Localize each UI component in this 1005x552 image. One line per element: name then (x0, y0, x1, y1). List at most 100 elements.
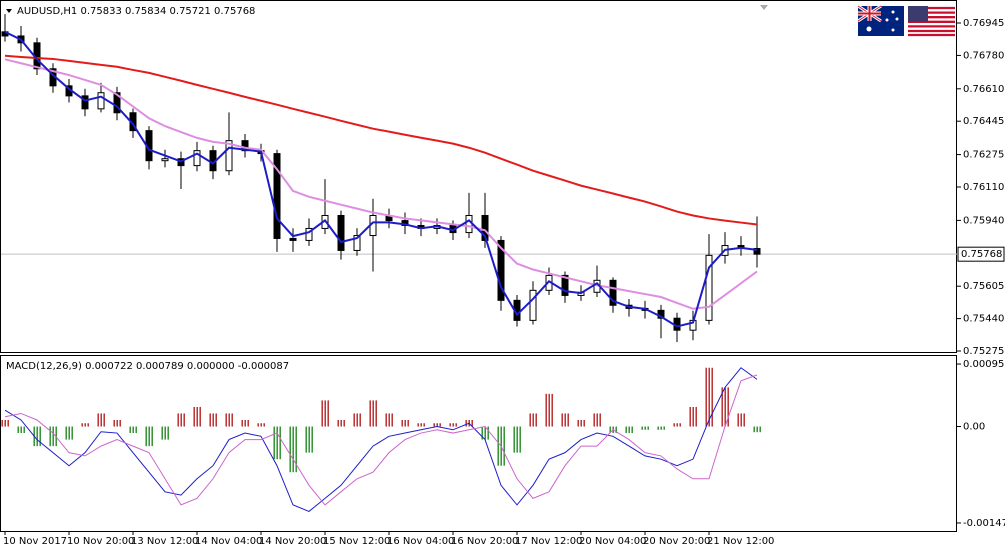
histogram-bar (535, 413, 537, 427)
current-price-label: 0.75768 (961, 249, 1002, 260)
histogram-bar (596, 413, 598, 427)
histogram-bar (148, 426, 150, 447)
histogram-bar (465, 419, 467, 427)
histogram-bar (727, 387, 729, 427)
histogram-bar (737, 413, 739, 427)
histogram-bar (273, 426, 275, 460)
histogram-bar (167, 426, 169, 440)
histogram-bar (52, 426, 54, 447)
histogram-bar (407, 419, 409, 427)
y-tick-label: 0.76275 (963, 150, 1004, 161)
histogram-bar (263, 423, 265, 427)
histogram-bar (455, 423, 457, 427)
histogram-bar (1, 419, 3, 427)
histogram-bar (359, 413, 361, 427)
histogram-bar (609, 426, 611, 434)
x-tick-label: 14 Nov 20:00 (259, 536, 326, 547)
histogram-bar (551, 393, 553, 427)
histogram-bar (36, 426, 38, 447)
histogram-bar (721, 387, 723, 427)
histogram-bar (711, 367, 713, 427)
histogram-bar (247, 419, 249, 427)
histogram-bar (65, 426, 67, 440)
histogram-bar (4, 419, 6, 427)
histogram-bar (49, 426, 51, 447)
histogram-bar (487, 426, 489, 440)
histogram-bar (532, 413, 534, 427)
histogram-bar (324, 400, 326, 427)
histogram-bar (692, 406, 694, 427)
y-tick-label: 0.76780 (963, 50, 1004, 61)
histogram-bar (39, 426, 41, 447)
histogram-bar (228, 413, 230, 427)
y-tick-label: 0.76610 (963, 84, 1004, 95)
macd-header: MACD(12,26,9) 0.000722 0.000789 0.000000… (6, 361, 289, 372)
histogram-bar (657, 426, 659, 430)
histogram-bar (257, 423, 259, 427)
histogram-bar (100, 413, 102, 427)
histogram-bar (340, 419, 342, 427)
moving-average (4, 54, 758, 226)
histogram-bar (705, 367, 707, 427)
histogram-bar (660, 426, 662, 430)
x-tick-label: 16 Nov 04:00 (387, 536, 454, 547)
histogram-bar (743, 413, 745, 427)
histogram-bar (97, 413, 99, 427)
histogram-bar (420, 423, 422, 427)
y-tick-label: 0.76445 (963, 116, 1004, 127)
moving-average (4, 58, 758, 310)
menu-arrow[interactable] (6, 9, 12, 13)
candle-body (705, 254, 713, 321)
histogram-bar (71, 426, 73, 440)
histogram-bar (628, 426, 630, 434)
histogram-bar (695, 406, 697, 427)
x-tick-label: 15 Nov 12:00 (323, 536, 390, 547)
histogram-bar (311, 426, 313, 453)
y-tick-label: 0.75275 (963, 346, 1004, 357)
histogram-bar (20, 426, 22, 434)
histogram-bar (23, 426, 25, 434)
histogram-bar (337, 419, 339, 427)
x-tick-label: 20 Nov 20:00 (643, 536, 710, 547)
histogram-bar (353, 413, 355, 427)
candle-body (337, 214, 345, 251)
histogram-bar (17, 426, 19, 434)
histogram-bar (593, 413, 595, 427)
candle-body (113, 92, 121, 114)
histogram-bar (647, 426, 649, 430)
histogram-bar (516, 426, 518, 453)
x-tick-label: 20 Nov 04:00 (579, 536, 646, 547)
histogram-bar (449, 423, 451, 427)
histogram-bar (151, 426, 153, 447)
x-tick-label: 14 Nov 04:00 (195, 536, 262, 547)
histogram-bar (132, 426, 134, 434)
histogram-bar (215, 413, 217, 427)
candle-body (273, 153, 281, 239)
histogram-bar (676, 423, 678, 427)
y-tick-label: 0.76110 (963, 182, 1004, 193)
histogram-bar (567, 413, 569, 427)
histogram-bar (369, 400, 371, 427)
x-tick-label: 21 Nov 12:00 (707, 536, 774, 547)
histogram-bar (343, 419, 345, 427)
histogram-bar (759, 426, 761, 433)
histogram-bar (497, 426, 499, 466)
y-tick-label: 0.75440 (963, 314, 1004, 325)
australia-flag (857, 4, 904, 36)
histogram-bar (145, 426, 147, 447)
histogram-bar (513, 426, 515, 453)
scroll-indicator[interactable] (760, 5, 768, 10)
histogram-bar (644, 426, 646, 430)
histogram-bar (625, 426, 627, 434)
histogram-bar (641, 426, 643, 430)
histogram-bar (481, 426, 483, 440)
candle-body (353, 235, 361, 251)
x-tick-label: 13 Nov 12:00 (131, 536, 198, 547)
histogram-bar (753, 426, 755, 433)
histogram-bar (295, 426, 297, 473)
candle-body (289, 237, 297, 241)
usa-flag (908, 6, 955, 37)
histogram-bar (391, 413, 393, 427)
histogram-bar (404, 419, 406, 427)
histogram-bar (545, 393, 547, 427)
